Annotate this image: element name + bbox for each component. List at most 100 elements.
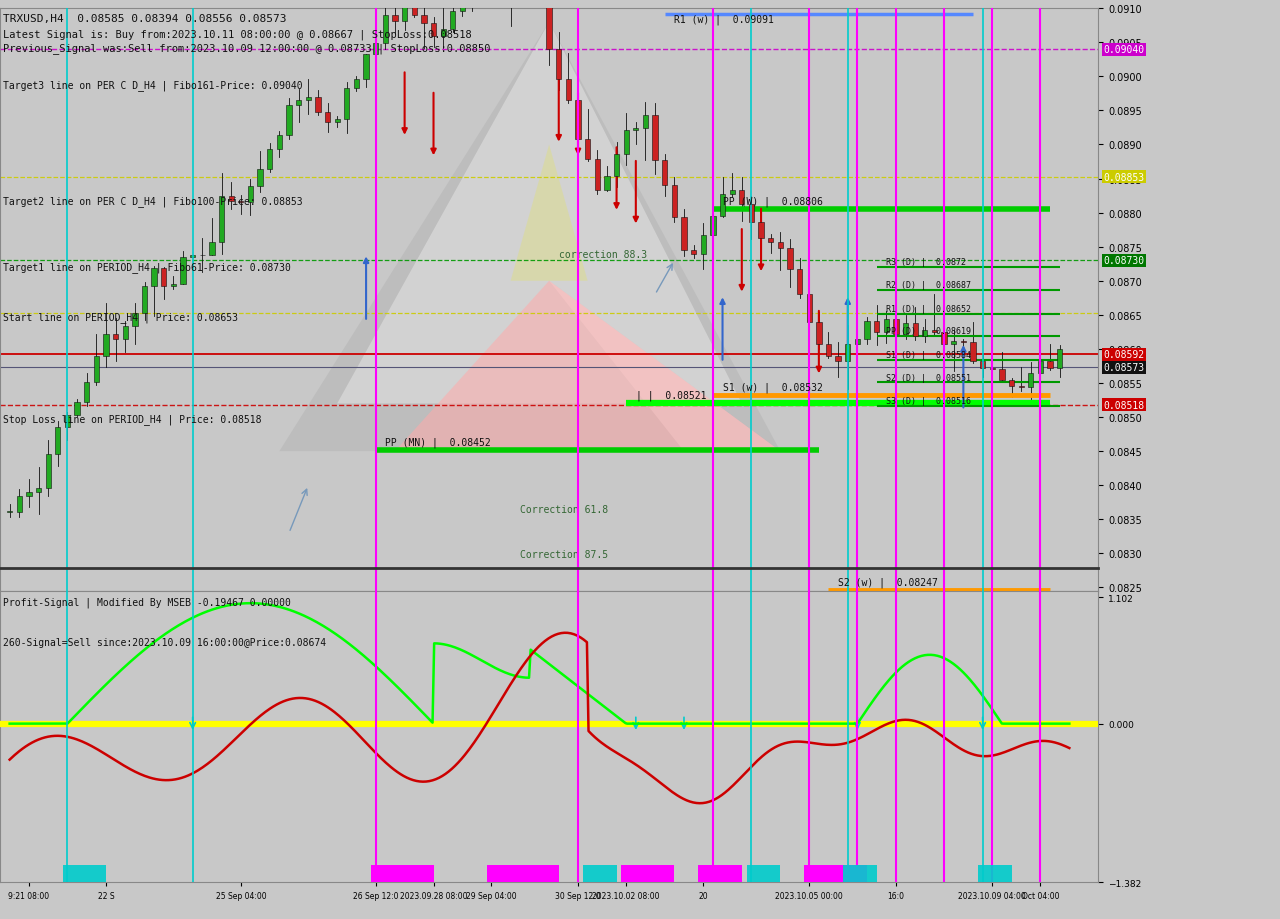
Bar	[749, 205, 754, 223]
Text: R2 (D) |  0.08687: R2 (D) | 0.08687	[886, 280, 972, 289]
Bar	[1038, 362, 1043, 374]
Text: Stop Loss line on PERIOD_H4 | Price: 0.08518: Stop Loss line on PERIOD_H4 | Price: 0.0…	[4, 414, 262, 425]
Bar	[486, 865, 559, 882]
Bar	[364, 55, 369, 80]
Bar	[614, 154, 620, 176]
Bar	[132, 313, 137, 326]
Text: S2 (D) |  0.08551: S2 (D) | 0.08551	[886, 373, 972, 382]
Bar	[1057, 349, 1062, 369]
Bar	[951, 341, 956, 346]
Polygon shape	[396, 281, 781, 451]
Bar	[1009, 380, 1014, 387]
Bar	[643, 116, 648, 129]
Bar	[672, 186, 677, 218]
Bar	[74, 403, 79, 415]
Bar	[691, 251, 696, 255]
Bar	[248, 187, 253, 202]
Text: S2 (w) |  0.08247: S2 (w) | 0.08247	[838, 576, 938, 587]
Bar	[104, 335, 109, 357]
Bar	[113, 335, 118, 340]
Bar	[412, 0, 417, 16]
Bar	[942, 333, 947, 346]
Text: S3 (D) |  0.08516: S3 (D) | 0.08516	[886, 397, 972, 406]
Bar	[604, 176, 609, 191]
Text: S1 (w) |  0.08532: S1 (w) | 0.08532	[722, 382, 823, 393]
Bar	[229, 197, 234, 202]
Bar	[296, 101, 301, 107]
Text: Previous_Signal was:Sell from:2023.10.09 12:00:00 @ 0.08733 | StopLoss:0.08850: Previous_Signal was:Sell from:2023.10.09…	[4, 43, 490, 54]
Bar	[576, 101, 581, 140]
Bar	[63, 865, 106, 882]
Bar	[123, 326, 128, 340]
Bar	[621, 865, 675, 882]
Bar	[287, 107, 292, 136]
Bar	[276, 136, 282, 150]
Bar	[257, 170, 262, 187]
Bar	[585, 140, 590, 160]
Bar	[874, 322, 879, 333]
Bar	[730, 190, 735, 195]
Bar	[961, 341, 966, 343]
Bar	[460, 7, 465, 12]
Bar	[893, 320, 899, 335]
Bar	[371, 865, 434, 882]
Bar	[325, 113, 330, 122]
Text: 0.08592: 0.08592	[1103, 350, 1144, 360]
Bar	[36, 489, 41, 492]
Bar	[1028, 374, 1033, 387]
Bar	[383, 17, 388, 44]
Bar	[1047, 362, 1052, 369]
Text: 260-Signal=Sell since:2023.10.09 16:00:00@Price:0.08674: 260-Signal=Sell since:2023.10.09 16:00:0…	[4, 638, 326, 648]
Polygon shape	[549, 281, 781, 451]
Text: 0.09040: 0.09040	[1103, 45, 1144, 55]
Text: S1 (D) |  0.08584: S1 (D) | 0.08584	[886, 351, 972, 359]
Text: 0.08853: 0.08853	[1103, 173, 1144, 182]
Bar	[710, 217, 716, 236]
Bar	[1000, 369, 1005, 380]
Text: 0.08730: 0.08730	[1103, 256, 1144, 267]
Bar	[93, 357, 99, 382]
Bar	[84, 382, 90, 403]
Bar	[913, 323, 918, 337]
Bar	[787, 249, 792, 270]
Text: Latest Signal is: Buy from:2023.10.11 08:00:00 @ 0.08667 | StopLoss:0.08518: Latest Signal is: Buy from:2023.10.11 08…	[4, 29, 472, 40]
Bar	[883, 320, 888, 333]
Polygon shape	[279, 23, 781, 451]
Text: Target1 line on PERIOD_H4 | Fibo61-Price: 0.08730: Target1 line on PERIOD_H4 | Fibo61-Price…	[4, 262, 291, 273]
Text: correction 88.3: correction 88.3	[559, 250, 646, 260]
Bar	[27, 492, 32, 496]
Bar	[817, 323, 822, 345]
Text: Target3 line on PER C D_H4 | Fibo161-Price: 0.09040: Target3 line on PER C D_H4 | Fibo161-Pri…	[4, 80, 303, 91]
Bar	[864, 322, 869, 339]
Text: Correction 87.5: Correction 87.5	[520, 550, 608, 559]
Bar	[653, 116, 658, 161]
Bar	[746, 865, 781, 882]
Bar	[845, 345, 850, 362]
Bar	[855, 339, 860, 345]
Bar	[142, 287, 147, 313]
Bar	[334, 119, 339, 122]
Bar	[353, 80, 360, 89]
Bar	[556, 50, 562, 80]
Bar	[440, 29, 445, 37]
Bar	[402, 0, 407, 21]
Bar	[210, 243, 215, 255]
Bar	[431, 24, 436, 37]
Bar	[634, 129, 639, 130]
Bar	[978, 865, 1011, 882]
Bar	[806, 294, 812, 323]
Bar	[797, 270, 803, 294]
Text: PP (D) |  0.08619: PP (D) | 0.08619	[886, 327, 972, 336]
Bar	[268, 150, 273, 170]
Bar	[451, 12, 456, 29]
Bar	[759, 223, 764, 239]
Bar	[180, 257, 186, 285]
Bar	[970, 343, 975, 362]
Bar	[306, 97, 311, 101]
Bar	[932, 331, 937, 333]
Bar	[623, 130, 628, 154]
Bar	[55, 427, 60, 454]
Text: PP (W) |  0.08806: PP (W) | 0.08806	[722, 196, 823, 207]
Text: R1 (D) |  0.08652: R1 (D) | 0.08652	[886, 304, 972, 313]
Bar	[902, 323, 909, 335]
